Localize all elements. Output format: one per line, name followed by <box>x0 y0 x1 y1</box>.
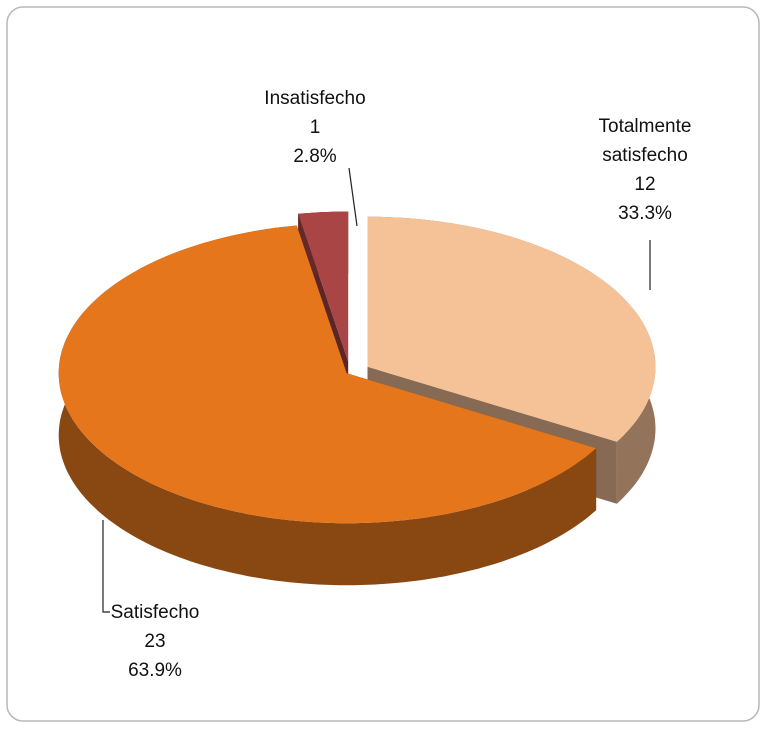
slice-label: Satisfecho 23 63.9% <box>55 598 255 685</box>
percent-label: 63.9% <box>128 660 182 681</box>
slice <box>298 211 349 362</box>
category-label: Satisfecho <box>110 602 200 623</box>
category-label: Insatisfecho <box>264 88 366 109</box>
leader-lines <box>102 167 651 613</box>
slice-label: Totalmente satisfecho 12 33.3% <box>545 112 745 228</box>
category-label: Totalmente satisfecho <box>598 116 692 166</box>
slice-label: Insatisfecho 1 2.8% <box>215 84 415 171</box>
slice <box>58 225 597 524</box>
value-label: 23 <box>144 631 166 652</box>
value-label: 12 <box>634 174 656 195</box>
leader-line <box>102 520 110 613</box>
leader-line <box>348 167 358 227</box>
slice-tops <box>58 211 656 524</box>
slice <box>367 216 656 442</box>
percent-label: 2.8% <box>293 146 337 167</box>
value-label: 1 <box>309 117 321 138</box>
percent-label: 33.3% <box>618 203 672 224</box>
